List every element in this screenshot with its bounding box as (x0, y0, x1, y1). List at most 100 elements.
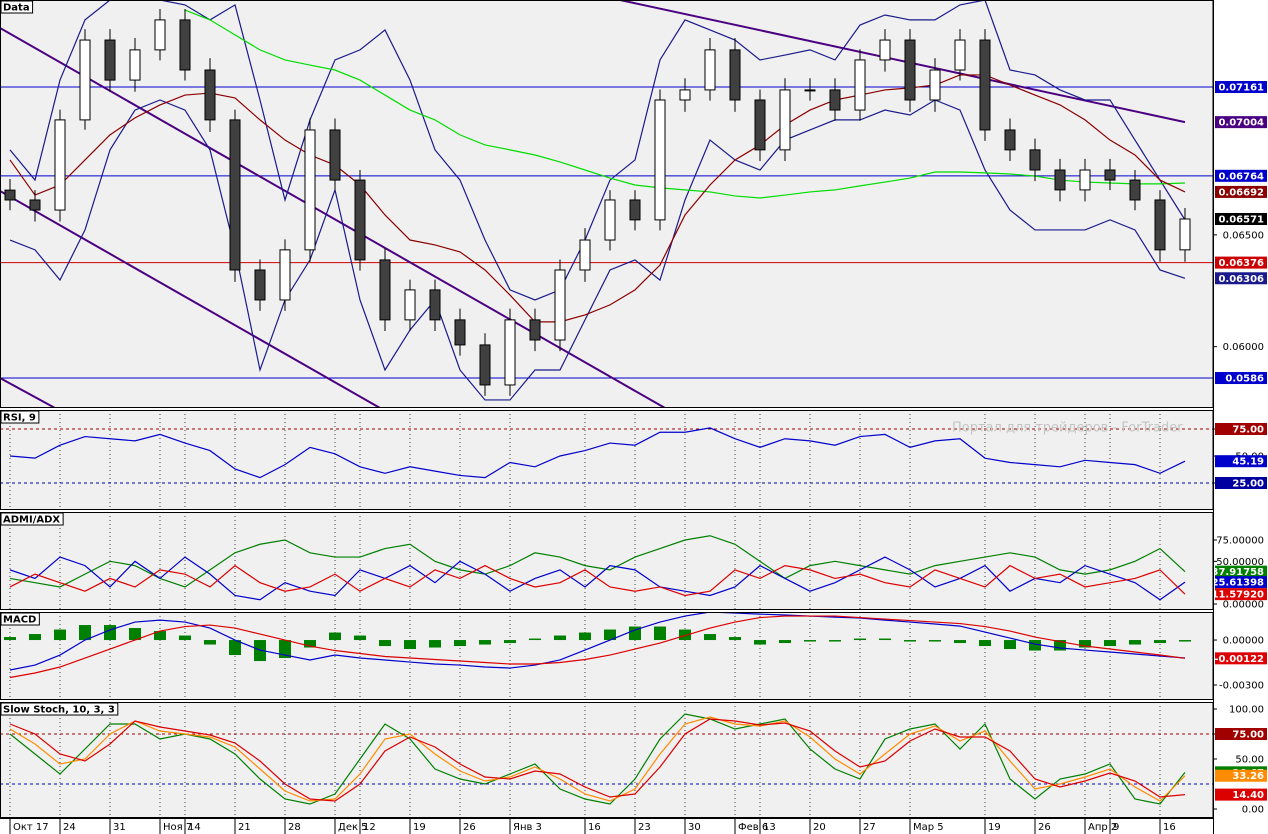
histogram-bar (1054, 640, 1066, 651)
histogram-bar (1004, 640, 1016, 650)
last-value-label-box (1215, 455, 1267, 468)
histogram-bar (379, 640, 391, 647)
candle-body (579, 239, 591, 271)
panel-title: ADMI/ADX (3, 515, 60, 526)
candle-body (529, 319, 541, 341)
x-tick-label: 16 (588, 822, 601, 833)
trendline (0, 27, 666, 408)
candle-body (329, 129, 341, 181)
x-tick-label: 23 (638, 822, 651, 833)
last-value-label: 0.06692 (1218, 187, 1264, 198)
histogram-bar (954, 640, 966, 644)
last-value-label: 0.06571 (1218, 214, 1264, 225)
trendline (0, 377, 56, 408)
candle-body (429, 289, 441, 321)
x-tick-label: 14 (188, 822, 201, 833)
y-tick-label: 75.00 (1232, 730, 1264, 741)
x-tick-label: 28 (288, 822, 301, 833)
last-value-label-box (1215, 272, 1267, 285)
indicator-line (9, 0, 1186, 301)
candle-body (154, 19, 166, 51)
candle-body (279, 249, 291, 301)
x-tick-label: 31 (113, 822, 126, 833)
last-value-label: 11.57920 (1211, 590, 1264, 601)
candle-body (554, 269, 566, 341)
histogram-bar (1179, 640, 1191, 642)
histogram-bar (479, 640, 491, 645)
histogram-bar (404, 640, 416, 650)
x-tick-label: Дек 5 (338, 822, 368, 833)
histogram-bar (454, 640, 466, 647)
candle-body (729, 49, 741, 101)
last-value-label-box (1215, 212, 1267, 225)
candle-body (204, 69, 216, 121)
line-label-box (1215, 372, 1267, 385)
histogram-bar (929, 640, 941, 642)
x-tick-label: 16 (1163, 822, 1176, 833)
panel-title-box (0, 410, 40, 424)
y-tick-label: -0.00300 (1219, 681, 1264, 692)
candle-body (354, 179, 366, 261)
last-value-label: 45.19 (1232, 457, 1264, 468)
candle-body (1154, 199, 1166, 251)
plot-area (0, 0, 1213, 408)
x-tick-label: 12 (363, 822, 376, 833)
line-label-box (1215, 169, 1267, 182)
histogram-bar (979, 640, 991, 647)
panel-title-box (0, 512, 64, 526)
candle-body (929, 69, 941, 101)
last-value-label-box (1215, 788, 1267, 801)
candle-body (854, 59, 866, 111)
candle-body (29, 199, 41, 211)
candle-body (1179, 218, 1191, 251)
panel-title: Slow Stoch, 10, 3, 3 (3, 705, 115, 716)
last-value-label-box (1215, 185, 1267, 198)
y-tick-label: 100.00 (1229, 705, 1264, 716)
candle-body (504, 319, 516, 386)
candle-body (1129, 179, 1141, 201)
y-tick-label: 50.00000 (1216, 557, 1264, 568)
plot-area (4, 612, 1191, 700)
panel-title-box (0, 0, 34, 14)
candle-body (229, 119, 241, 271)
indicator-line (9, 713, 1186, 805)
last-value-label: -0.00122 (1214, 654, 1264, 665)
histogram-bar (554, 635, 566, 641)
histogram-bar (1029, 640, 1041, 651)
y-tick-label: 0.00000 (1223, 600, 1264, 611)
candle-body (829, 89, 841, 111)
x-tick-label: 26 (1038, 822, 1051, 833)
histogram-bar (429, 640, 441, 648)
histogram-bar (1154, 640, 1166, 644)
line-label: 0.06764 (1218, 171, 1264, 182)
histogram-bar (29, 634, 41, 641)
histogram-bar (579, 632, 591, 641)
candle-body (104, 39, 116, 81)
candle-body (179, 19, 191, 71)
candle-body (1104, 169, 1116, 181)
y-tick-label: 0.06000 (1223, 342, 1264, 353)
x-tick-label: 26 (463, 822, 476, 833)
candle-body (904, 39, 916, 101)
panel-title: MACD (3, 615, 36, 626)
candle-body (754, 99, 766, 151)
x-tick-label: 19 (413, 822, 426, 833)
histogram-bar (104, 625, 116, 641)
line-label: 0.06376 (1218, 258, 1264, 269)
last-value-label-box (1215, 565, 1267, 578)
histogram-bar (504, 640, 516, 644)
last-value-label-box (1215, 652, 1267, 665)
panel-title: Data (3, 3, 30, 14)
candle-body (779, 89, 791, 151)
panel-background (0, 702, 1213, 818)
x-tick-label: 24 (63, 822, 76, 833)
candle-body (604, 199, 616, 241)
histogram-bar (79, 625, 91, 641)
candle-body (629, 199, 641, 221)
candle-body (479, 344, 491, 386)
indicator-line (9, 716, 1186, 802)
line-label: 0.0586 (1225, 374, 1264, 385)
line-label-box (1215, 116, 1267, 129)
histogram-bar (629, 626, 641, 641)
watermark: Портал для трейдеров - ForTrader (952, 421, 1183, 436)
